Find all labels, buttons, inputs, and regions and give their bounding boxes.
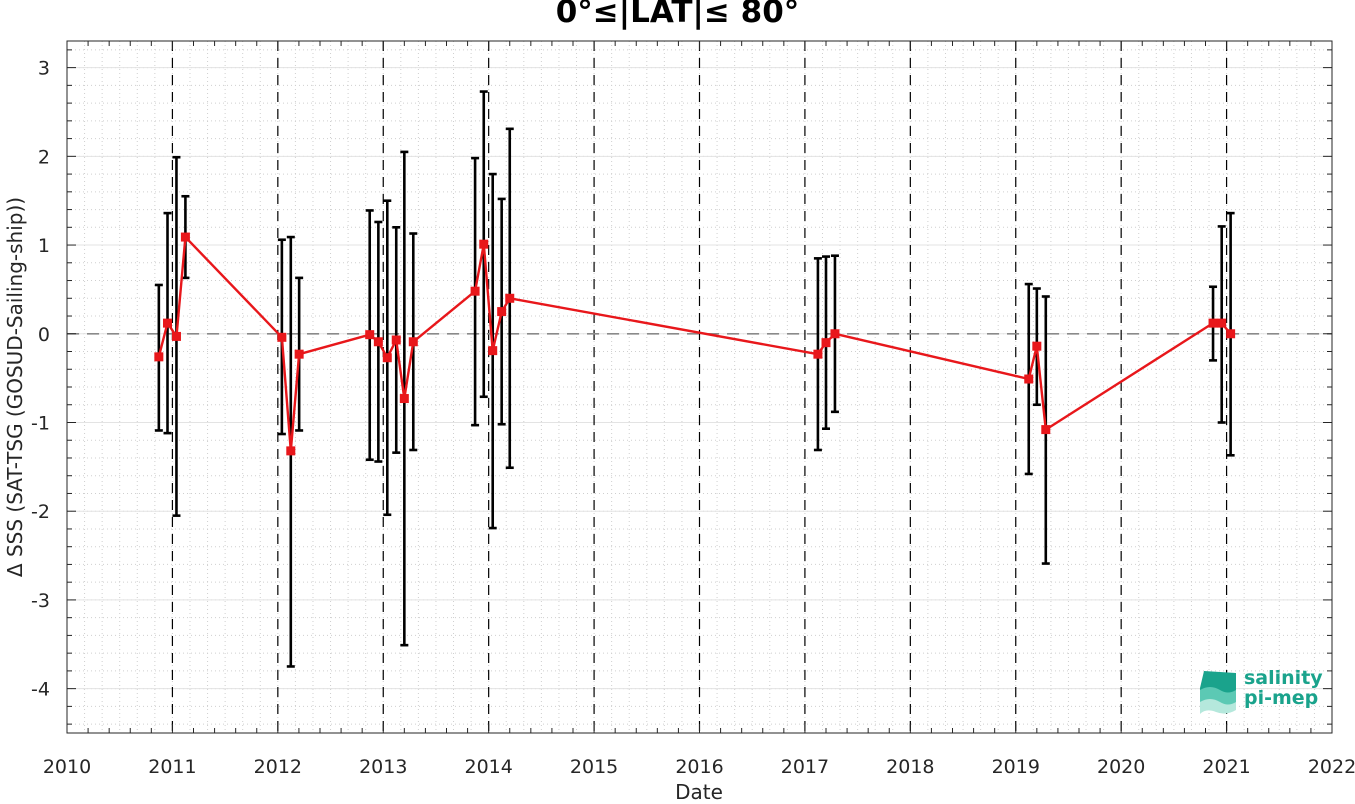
y-tick-label: -3: [31, 590, 50, 612]
x-tick-label: 2014: [464, 756, 512, 778]
x-tick-label: 2018: [886, 756, 934, 778]
data-point-marker: [488, 346, 498, 356]
series-path: [157, 235, 1232, 453]
data-point-marker: [163, 318, 173, 328]
data-point-marker: [470, 286, 480, 296]
salinity-pi-mep-logo: salinity pi-mep: [1196, 668, 1336, 718]
data-point-marker: [830, 329, 840, 339]
y-tick-label: 2: [38, 146, 50, 168]
x-tick-label: 2022: [1308, 756, 1355, 778]
data-point-marker: [1208, 318, 1218, 328]
data-point-marker: [1041, 425, 1051, 435]
data-point-marker: [180, 232, 190, 242]
y-tick-label: 1: [38, 235, 50, 257]
y-tick-labels: -4 -3 -2 -1 0 1 2 3: [31, 58, 50, 701]
chart-title: 0°≤|LAT|≤ 80°: [555, 0, 800, 30]
data-point-marker: [1032, 341, 1042, 351]
y-tick-label: -1: [31, 412, 50, 434]
data-point-marker: [382, 353, 392, 363]
x-tick-labels: 2010 2011 2012 2013 2014 2015 2016 2017 2018 2019…: [43, 756, 1355, 778]
x-tick-label: 2011: [148, 756, 196, 778]
y-tick-label: 0: [38, 324, 50, 346]
data-point-marker: [479, 239, 489, 249]
data-point-marker: [286, 446, 296, 456]
data-markers: [154, 232, 1236, 456]
x-tick-label: 2010: [43, 756, 91, 778]
wave-logo-icon: [1200, 671, 1236, 714]
data-point-marker: [391, 335, 401, 345]
x-tick-label: 2012: [254, 756, 302, 778]
x-tick-label: 2020: [1097, 756, 1145, 778]
y-tick-label: -2: [31, 501, 50, 523]
logo-line-2: pi-mep: [1244, 687, 1319, 709]
data-point-marker: [1226, 329, 1236, 339]
series-line: [157, 235, 1232, 453]
x-axis-label: Date: [675, 780, 723, 804]
axis-ticks: [66, 41, 1333, 733]
data-point-marker: [821, 338, 831, 348]
data-point-marker: [399, 394, 409, 404]
data-point-marker: [365, 330, 375, 340]
data-point-marker: [497, 307, 507, 317]
data-point-marker: [505, 293, 515, 303]
data-point-marker: [154, 352, 164, 362]
x-tick-label: 2019: [992, 756, 1040, 778]
data-point-marker: [1024, 374, 1034, 384]
data-point-marker: [408, 337, 418, 347]
y-tick-label: -4: [31, 679, 50, 701]
data-point-marker: [171, 331, 181, 341]
data-point-marker: [294, 349, 304, 359]
logo-line-1: salinity: [1244, 667, 1323, 689]
data-point-marker: [373, 337, 383, 347]
x-tick-label: 2016: [675, 756, 723, 778]
error-bars: [154, 90, 1235, 668]
y-tick-label: 3: [38, 58, 50, 80]
x-tick-label: 2015: [570, 756, 618, 778]
y-axis-label: Δ SSS (SAT-TSG (GOSUD-Sailing-ship)): [3, 196, 27, 578]
x-tick-label: 2017: [781, 756, 829, 778]
data-point-marker: [277, 332, 287, 342]
data-point-marker: [1217, 318, 1227, 328]
x-tick-label: 2021: [1202, 756, 1250, 778]
data-point-marker: [813, 349, 823, 359]
x-tick-label: 2013: [359, 756, 407, 778]
year-divider-lines: [171, 41, 1228, 733]
